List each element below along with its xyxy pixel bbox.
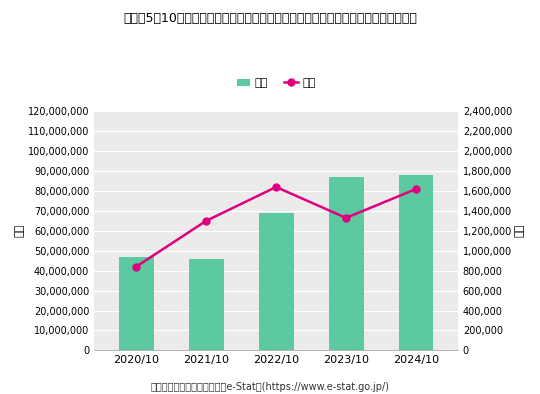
Bar bbox=[259, 213, 294, 350]
Line: 輸出: 輸出 bbox=[133, 184, 420, 270]
輸出 bbox=[343, 216, 349, 220]
輸出 bbox=[203, 219, 210, 223]
Bar bbox=[119, 257, 153, 350]
Bar bbox=[188, 259, 224, 350]
Y-axis label: 輸入: 輸入 bbox=[15, 224, 25, 238]
Legend: 輸入, 輸出: 輸入, 輸出 bbox=[232, 74, 320, 93]
Y-axis label: 輸出: 輸出 bbox=[515, 224, 525, 238]
輸出 bbox=[413, 187, 419, 191]
Bar bbox=[328, 177, 363, 350]
輸出 bbox=[133, 264, 139, 269]
Bar bbox=[399, 175, 434, 350]
Text: 【過去5年10月度】「かばん、ハンドバッグ、その他の革製品」貿易額推移（千円）: 【過去5年10月度】「かばん、ハンドバッグ、その他の革製品」貿易額推移（千円） bbox=[123, 12, 417, 25]
輸出 bbox=[273, 185, 279, 190]
Text: 出典：政府統計の総合窓口（e-Stat）(https://www.e-stat.go.jp/): 出典：政府統計の総合窓口（e-Stat）(https://www.e-stat.… bbox=[151, 382, 389, 392]
